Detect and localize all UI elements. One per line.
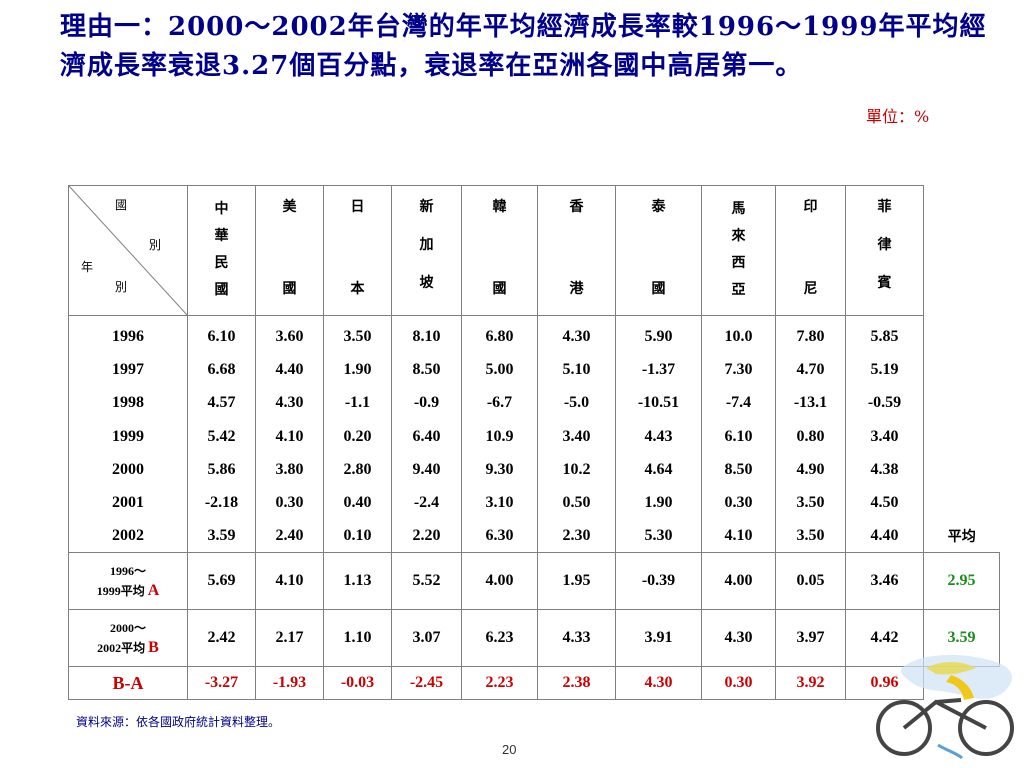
col-header-malaysia: 馬來西亞 <box>701 185 776 316</box>
corner-bie-1: 別 <box>149 238 162 252</box>
col-header-usa: 美國 <box>255 185 324 316</box>
col-header-indonesia: 印尼 <box>775 185 846 316</box>
year-list: 1996 1997 1998 1999 2000 2001 2002 <box>68 314 188 554</box>
values-hongkong: 4.30 5.10 -5.0 3.40 10.2 0.50 2.30 <box>537 314 616 554</box>
values-usa: 3.60 4.40 4.30 4.10 3.80 0.30 2.40 <box>255 314 324 554</box>
slide-title: 理由一：2000～2002年台灣的年平均經濟成長率較1996～1999年平均經濟… <box>60 12 987 81</box>
corner-bie-2: 別 <box>115 280 128 294</box>
avg-column-header: 平均 <box>947 529 976 546</box>
avg-row-1996-1999: 1996～ 1999平均 A 5.69 4.10 1.13 5.52 4.00 … <box>68 552 1000 611</box>
values-malaysia: 10.0 7.30 -7.4 6.10 8.50 0.30 4.10 <box>701 314 776 554</box>
corner-header: 國 別 年 別 <box>68 185 188 316</box>
growth-table: 國 別 年 別 中華民國 美國 日本 新加坡 韓國 香港 <box>68 185 1000 701</box>
values-singapore: 8.10 8.50 -0.9 6.40 9.40 -2.4 2.20 <box>391 314 462 554</box>
col-header-taiwan: 中華民國 <box>187 185 256 316</box>
avg1-label: 1996～ 1999平均 A <box>68 552 188 611</box>
col-header-thailand: 泰國 <box>615 185 702 316</box>
avg2-label: 2000～ 2002平均 B <box>68 609 188 668</box>
diagonal-line <box>69 186 188 316</box>
header-row: 國 別 年 別 中華民國 美國 日本 新加坡 韓國 香港 <box>68 185 1000 316</box>
values-thailand: 5.90 -1.37 -10.51 4.43 4.64 1.90 5.30 <box>615 314 702 554</box>
diff-row: B-A -3.27 -1.93 -0.03 -2.45 2.23 2.38 4.… <box>68 666 1000 701</box>
col-header-philippines: 菲律賓 <box>845 185 924 316</box>
values-taiwan: 6.10 6.68 4.57 5.42 5.86 -2.18 3.59 <box>187 314 256 554</box>
corner-country: 國 <box>115 198 128 212</box>
corner-year: 年 <box>81 260 94 274</box>
values-indonesia: 7.80 4.70 -13.1 0.80 4.90 3.50 3.50 <box>775 314 846 554</box>
values-japan: 3.50 1.90 -1.1 0.20 2.80 0.40 0.10 <box>323 314 392 554</box>
yearly-data-row: 1996 1997 1998 1999 2000 2001 2002 6.10 6.68 4.5… <box>68 314 1000 554</box>
col-header-japan: 日本 <box>323 185 392 316</box>
page-number: 20 <box>502 742 517 757</box>
col-header-korea: 韓國 <box>461 185 538 316</box>
col-header-singapore: 新加坡 <box>391 185 462 316</box>
diff-label: B-A <box>68 666 188 701</box>
avg1-overall: 2.95 <box>923 552 1000 611</box>
values-philippines: 5.85 5.19 -0.59 3.40 4.38 4.50 4.40 <box>845 314 924 554</box>
col-header-hongkong: 香港 <box>537 185 616 316</box>
avg-row-2000-2002: 2000～ 2002平均 B 2.42 2.17 1.10 3.07 6.23 … <box>68 609 1000 668</box>
source-note: 資料來源：依各國政府統計資料整理。 <box>76 715 281 729</box>
unit-label: 單位：% <box>866 107 930 126</box>
cyclist-logo-graphic <box>876 654 1014 760</box>
values-korea: 6.80 5.00 -6.7 10.9 9.30 3.10 6.30 <box>461 314 538 554</box>
